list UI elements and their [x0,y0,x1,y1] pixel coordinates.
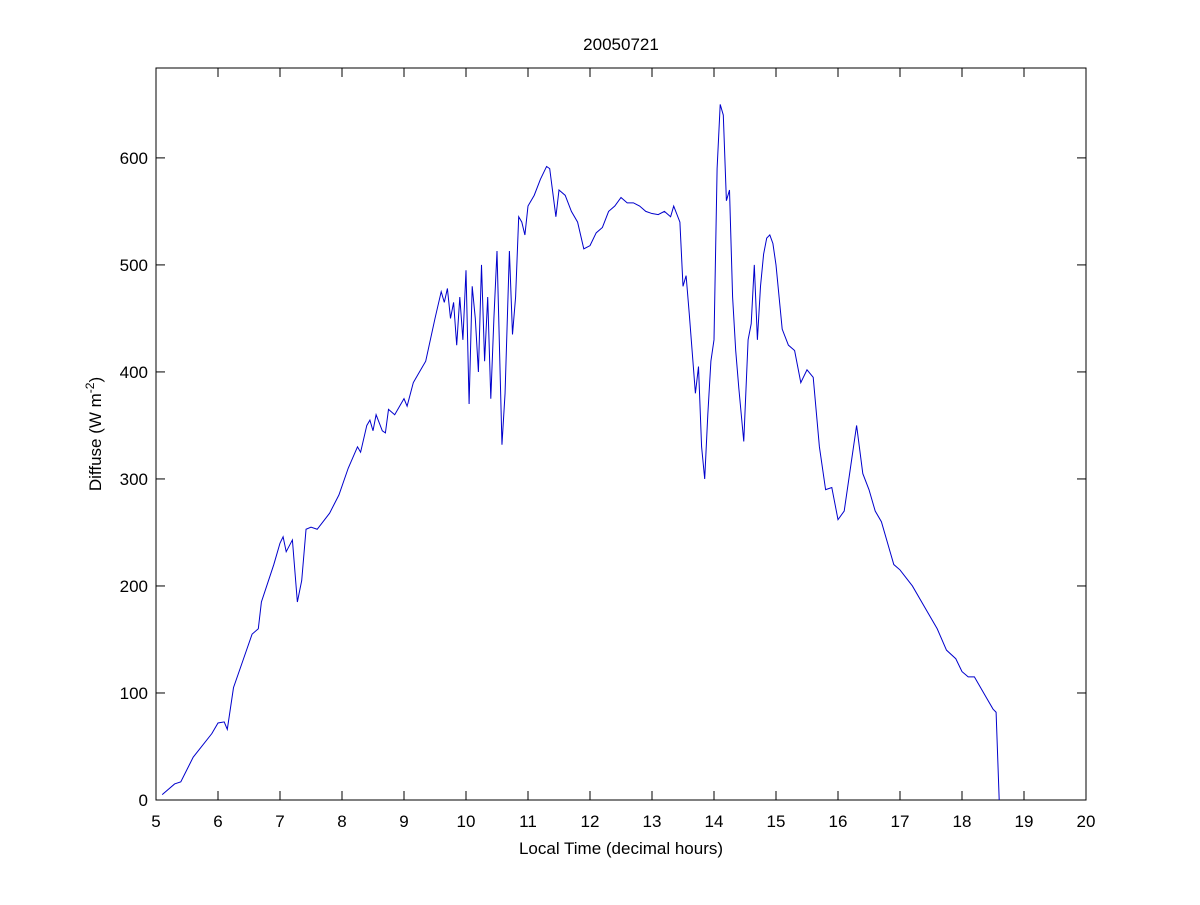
y-tick-label: 100 [120,684,148,703]
x-tick-label: 18 [953,812,972,831]
x-tick-label: 20 [1077,812,1096,831]
y-tick-label: 0 [139,791,148,810]
x-tick-label: 14 [705,812,724,831]
x-tick-label: 9 [399,812,408,831]
chart-title: 20050721 [583,35,659,54]
y-label-text: Diffuse (W m [86,393,105,491]
y-tick-label: 300 [120,470,148,489]
y-tick-label: 400 [120,363,148,382]
y-axis-label: Diffuse (W m-2) [83,377,105,491]
x-tick-label: 10 [457,812,476,831]
x-tick-label: 12 [581,812,600,831]
x-tick-label: 8 [337,812,346,831]
x-tick-label: 16 [829,812,848,831]
y-tick-label: 500 [120,256,148,275]
x-tick-label: 19 [1015,812,1034,831]
y-tick-label: 600 [120,149,148,168]
x-tick-label: 15 [767,812,786,831]
y-label-exponent: -2 [83,382,97,393]
data-line [161,104,1000,801]
x-tick-label: 7 [275,812,284,831]
y-label-end: ) [86,377,105,383]
x-tick-label: 11 [519,812,537,831]
x-tick-label: 17 [891,812,910,831]
plot-frame [155,67,1087,801]
x-axis-label: Local Time (decimal hours) [519,839,723,858]
x-tick-label: 13 [643,812,662,831]
y-tick-label: 200 [120,577,148,596]
x-tick-label: 6 [213,812,222,831]
x-tick-label: 5 [151,812,160,831]
